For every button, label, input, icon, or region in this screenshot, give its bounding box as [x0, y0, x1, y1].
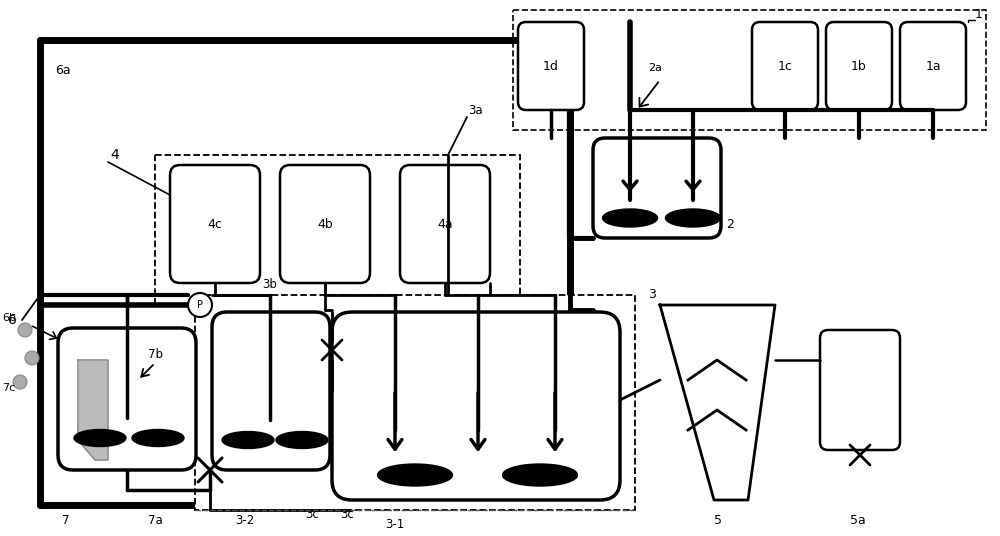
Text: 2a: 2a	[648, 63, 662, 73]
FancyBboxPatch shape	[593, 138, 721, 238]
Ellipse shape	[378, 464, 452, 486]
FancyBboxPatch shape	[170, 165, 260, 283]
FancyBboxPatch shape	[900, 22, 966, 110]
Bar	[513, 10, 986, 130]
FancyBboxPatch shape	[820, 330, 900, 450]
Text: 1a: 1a	[925, 59, 941, 72]
Text: 3b: 3b	[263, 279, 277, 292]
Text: 7c: 7c	[2, 383, 15, 393]
Text: 4b: 4b	[317, 218, 333, 230]
Ellipse shape	[132, 429, 184, 446]
Text: 7: 7	[62, 513, 70, 526]
FancyBboxPatch shape	[332, 312, 620, 500]
Text: 3a: 3a	[468, 103, 483, 116]
Ellipse shape	[602, 209, 658, 227]
Text: 6: 6	[8, 313, 17, 327]
Polygon shape	[78, 360, 108, 460]
Ellipse shape	[276, 431, 328, 449]
Text: 5: 5	[714, 513, 722, 526]
FancyBboxPatch shape	[518, 22, 584, 110]
Ellipse shape	[74, 429, 126, 446]
Text: 1b: 1b	[851, 59, 867, 72]
Text: 7b: 7b	[148, 348, 163, 361]
Ellipse shape	[503, 464, 578, 486]
FancyBboxPatch shape	[400, 165, 490, 283]
Text: 6b: 6b	[2, 313, 16, 323]
Text: 2: 2	[726, 219, 734, 232]
FancyBboxPatch shape	[752, 22, 818, 110]
Ellipse shape	[666, 209, 720, 227]
Bar	[195, 295, 635, 510]
Text: 4c: 4c	[208, 218, 222, 230]
Text: 5a: 5a	[850, 513, 866, 526]
FancyBboxPatch shape	[58, 328, 196, 470]
Polygon shape	[660, 305, 775, 500]
FancyBboxPatch shape	[212, 312, 330, 470]
FancyBboxPatch shape	[826, 22, 892, 110]
Text: 3c: 3c	[340, 509, 354, 522]
Bar	[155, 155, 520, 305]
Text: 1d: 1d	[543, 59, 559, 72]
Text: 3: 3	[648, 288, 656, 301]
Text: 6a: 6a	[55, 63, 71, 77]
Text: 3c: 3c	[305, 509, 319, 522]
Circle shape	[18, 323, 32, 337]
Circle shape	[13, 375, 27, 389]
Circle shape	[25, 351, 39, 365]
Text: 1: 1	[975, 9, 983, 21]
FancyBboxPatch shape	[280, 165, 370, 283]
Text: 3-1: 3-1	[385, 518, 405, 532]
Text: P: P	[197, 300, 203, 310]
Ellipse shape	[222, 431, 274, 449]
Text: 1c: 1c	[778, 59, 792, 72]
Text: 7a: 7a	[148, 513, 163, 526]
Text: 4a: 4a	[437, 218, 453, 230]
Text: 3-2: 3-2	[235, 513, 255, 526]
Text: 4: 4	[110, 148, 119, 162]
Circle shape	[188, 293, 212, 317]
